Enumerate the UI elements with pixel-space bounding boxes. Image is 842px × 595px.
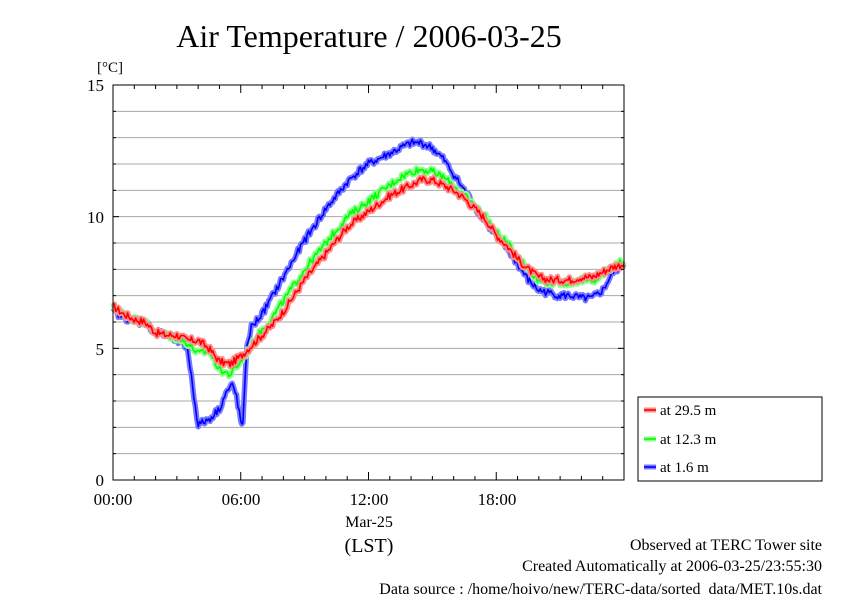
chart-title: Air Temperature / 2006-03-25	[176, 18, 562, 54]
legend: at 29.5 m at 12.3 m at 1.6 m	[637, 396, 823, 482]
legend-label-29-5m: at 29.5 m	[660, 403, 717, 419]
footer-created-timestamp: Created Automatically at 2006-03-25/23:5…	[522, 558, 822, 575]
legend-label-12-3m: at 12.3 m	[660, 432, 717, 448]
series-line-12-3m	[112, 167, 625, 378]
legend-label-1-6m: at 1.6 m	[660, 460, 709, 476]
y-tick-label-5: 5	[96, 340, 105, 359]
footer-observed-site: Observed at TERC Tower site	[630, 537, 822, 554]
y-axis-unit-label: [°C]	[97, 60, 123, 76]
series-line-1-6m	[112, 138, 625, 428]
x-axis-date-label: Mar-25	[345, 514, 393, 531]
y-tick-label-15: 15	[87, 76, 104, 95]
x-tick-label-0000: 00:00	[94, 490, 133, 509]
x-tick-label-1200: 12:00	[350, 490, 389, 509]
axis-ticks	[112, 84, 625, 481]
series-layer	[110, 136, 627, 430]
x-axis-label: (LST)	[345, 535, 394, 557]
grid-lines	[113, 110, 624, 455]
y-tick-label-0: 0	[96, 471, 105, 490]
series-line-29-5m	[112, 176, 625, 368]
x-tick-label-0600: 06:00	[222, 490, 261, 509]
y-tick-label-10: 10	[87, 208, 104, 227]
footer-data-source: Data source : /home/hoivo/new/TERC-data/…	[379, 581, 822, 595]
x-tick-labels: 00:00 06:00 12:00 18:00	[94, 490, 517, 509]
legend-box	[637, 396, 823, 482]
x-tick-label-1800: 18:00	[478, 490, 517, 509]
y-tick-labels: 0 5 10 15	[87, 76, 104, 490]
legend-swatches	[644, 407, 656, 470]
